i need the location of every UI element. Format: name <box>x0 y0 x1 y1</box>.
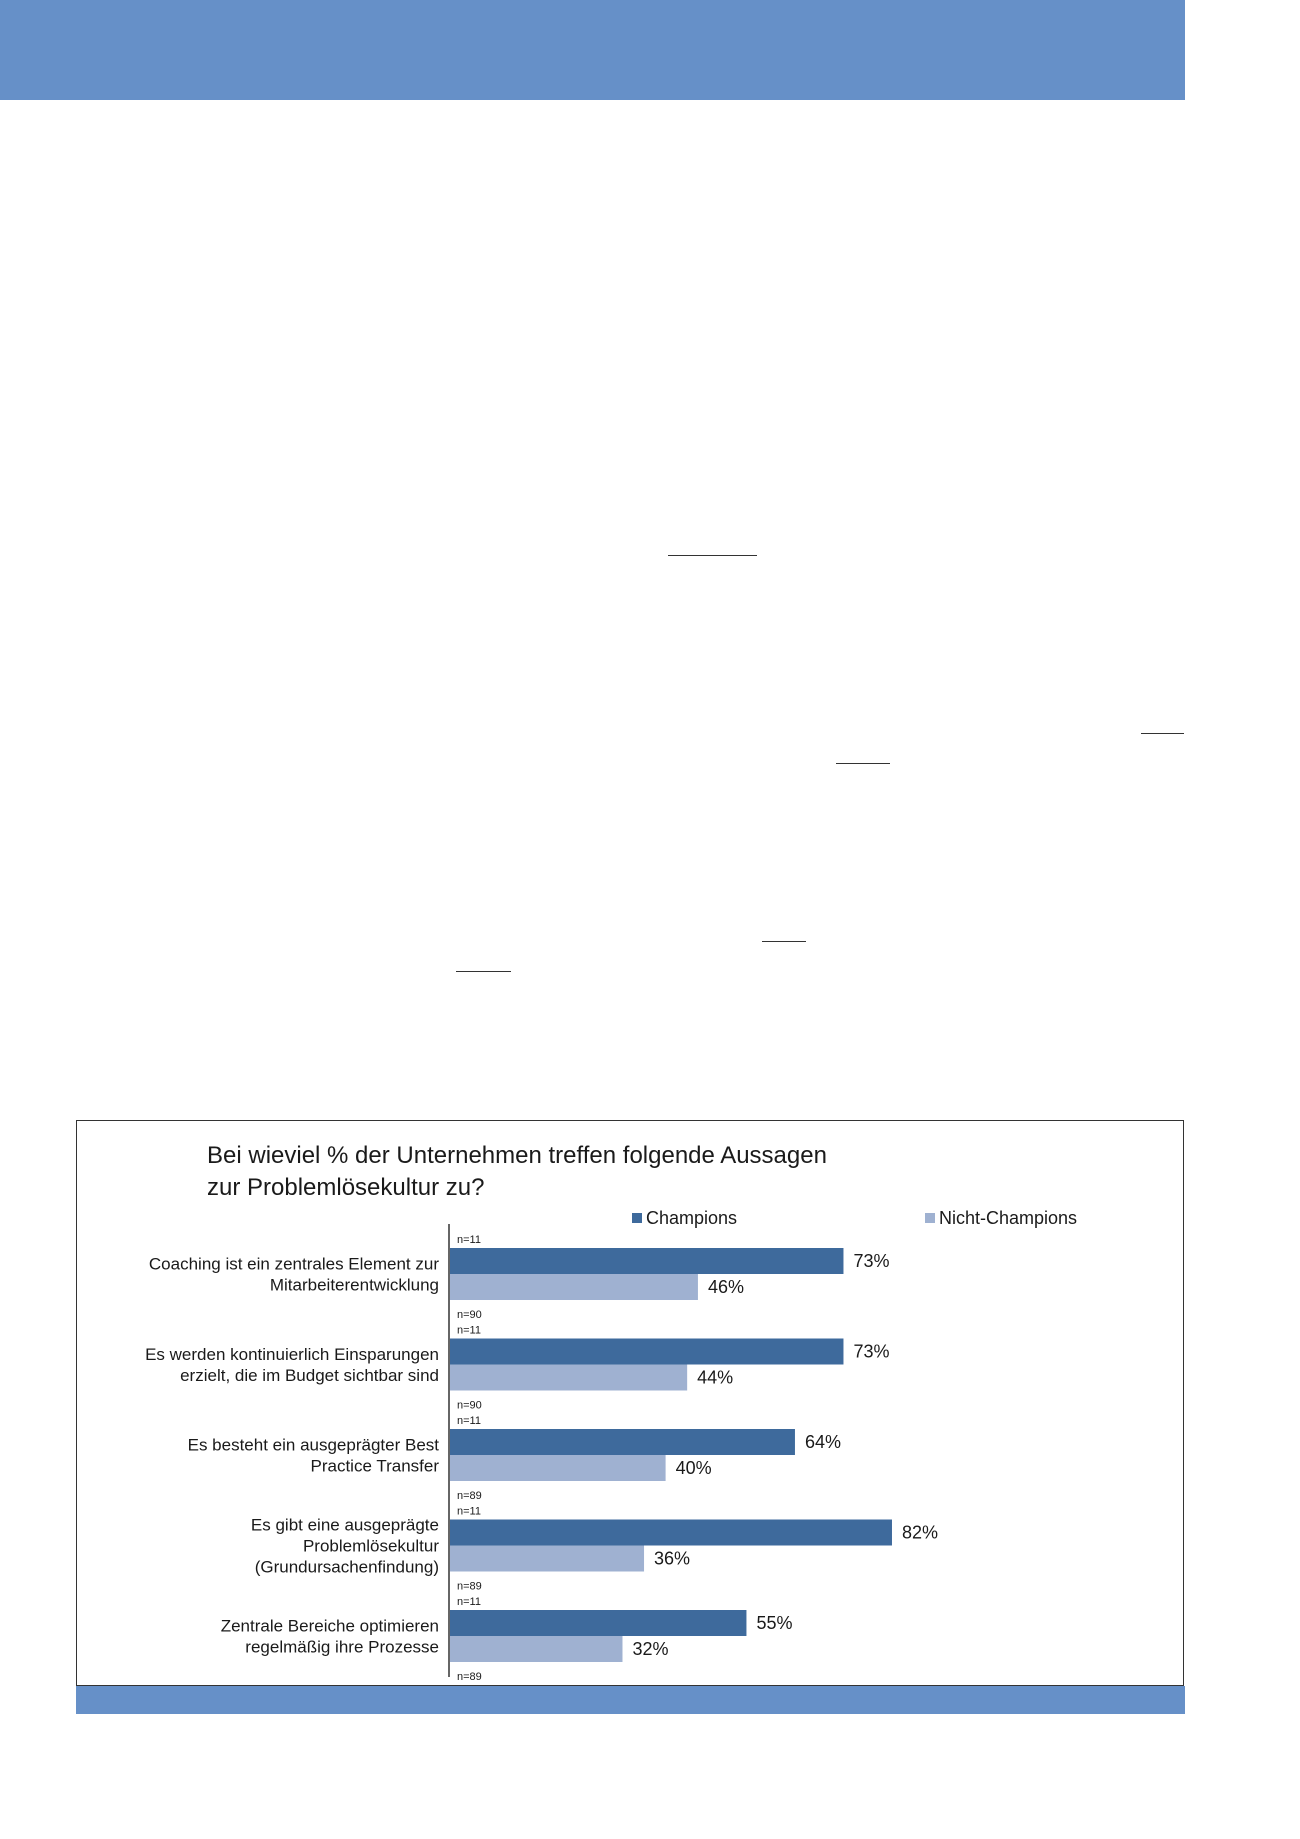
n-label: n=11 <box>457 1234 481 1246</box>
category-label: (Grundursachenfindung) <box>255 1558 439 1577</box>
category-label: Problemlösekultur <box>303 1537 439 1556</box>
text-underline <box>456 971 511 972</box>
footer-band <box>76 1686 1185 1714</box>
data-label: 44% <box>697 1368 733 1388</box>
data-label: 64% <box>805 1432 841 1452</box>
data-label: 36% <box>654 1549 690 1569</box>
bar-champions <box>450 1429 795 1455</box>
text-underline <box>668 555 757 556</box>
text-underline <box>836 763 890 764</box>
legend-label: Nicht-Champions <box>939 1208 1077 1228</box>
legend-swatch-nicht-champions <box>925 1213 935 1223</box>
bar-nicht-champions <box>450 1455 666 1481</box>
bar-champions <box>450 1610 747 1636</box>
text-underline <box>1141 733 1184 734</box>
n-label: n=89 <box>457 1671 482 1683</box>
data-label: 73% <box>853 1342 889 1362</box>
n-label: n=89 <box>457 1581 482 1593</box>
category-label: Es gibt eine ausgeprägte <box>251 1516 439 1535</box>
n-label: n=90 <box>457 1400 482 1412</box>
category-label: Mitarbeiterentwicklung <box>270 1276 439 1295</box>
n-label: n=11 <box>457 1596 481 1608</box>
n-label: n=89 <box>457 1490 482 1502</box>
legend-label: Champions <box>646 1208 737 1228</box>
category-label: Practice Transfer <box>311 1457 440 1476</box>
data-label: 32% <box>632 1639 668 1659</box>
text-underline <box>762 941 806 942</box>
data-label: 82% <box>902 1523 938 1543</box>
n-label: n=11 <box>457 1325 481 1337</box>
bar-chart: Bei wieviel % der Unternehmen treffen fo… <box>145 1142 1077 1683</box>
category-label: Zentrale Bereiche optimieren <box>221 1617 439 1636</box>
chart-title: Bei wieviel % der Unternehmen treffen fo… <box>207 1142 827 1169</box>
bar-champions <box>450 1248 844 1274</box>
category-label: regelmäßig ihre Prozesse <box>245 1638 439 1657</box>
bar-nicht-champions <box>450 1274 698 1300</box>
data-label: 40% <box>676 1458 712 1478</box>
bar-champions <box>450 1519 892 1546</box>
n-label: n=90 <box>457 1309 482 1321</box>
category-label: Coaching ist ein zentrales Element zur <box>149 1255 439 1274</box>
data-label: 73% <box>853 1251 889 1271</box>
top-banner <box>0 0 1185 100</box>
data-label: 55% <box>756 1613 792 1633</box>
category-label: Es werden kontinuierlich Einsparungen <box>145 1345 439 1364</box>
bar-nicht-champions <box>450 1364 688 1391</box>
n-label: n=11 <box>457 1506 481 1518</box>
legend-swatch-champions <box>632 1213 642 1223</box>
data-label: 46% <box>708 1277 744 1297</box>
category-label: Es besteht ein ausgeprägter Best <box>188 1436 440 1455</box>
bar-champions <box>450 1338 844 1365</box>
chart-title: zur Problemlösekultur zu? <box>207 1174 484 1201</box>
chart-frame: Bei wieviel % der Unternehmen treffen fo… <box>76 1120 1184 1686</box>
bar-nicht-champions <box>450 1545 645 1572</box>
category-label: erzielt, die im Budget sichtbar sind <box>180 1366 439 1385</box>
n-label: n=11 <box>457 1415 481 1427</box>
bar-nicht-champions <box>450 1636 623 1662</box>
